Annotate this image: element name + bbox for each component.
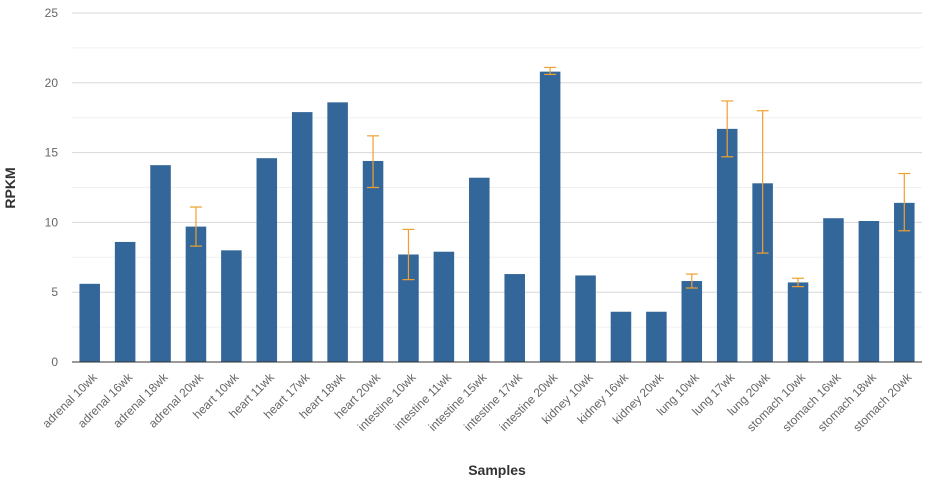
y-tick-label: 5 bbox=[51, 285, 58, 299]
error-bar bbox=[756, 110, 769, 254]
y-tick-label: 10 bbox=[45, 215, 59, 229]
bar[interactable] bbox=[150, 165, 171, 362]
bar[interactable] bbox=[469, 177, 490, 362]
x-axis-title: Samples bbox=[468, 462, 526, 478]
bar[interactable] bbox=[823, 218, 844, 362]
error-bars bbox=[189, 66, 911, 289]
bar[interactable] bbox=[787, 282, 809, 362]
y-axis-title: RPKM bbox=[2, 167, 18, 208]
bar[interactable] bbox=[362, 160, 384, 362]
error-bar bbox=[402, 228, 415, 281]
bar[interactable] bbox=[221, 250, 242, 362]
bar[interactable] bbox=[610, 311, 632, 362]
gridlines bbox=[72, 12, 922, 328]
y-axis-ticks: 0 5 10 15 20 25 bbox=[45, 6, 59, 369]
bar[interactable] bbox=[539, 71, 561, 363]
bar[interactable] bbox=[858, 221, 880, 362]
bar[interactable] bbox=[504, 274, 525, 362]
y-tick-label: 20 bbox=[45, 76, 59, 90]
error-bar bbox=[544, 66, 557, 76]
bar[interactable] bbox=[894, 202, 915, 362]
y-tick-label: 0 bbox=[51, 355, 58, 369]
bar[interactable] bbox=[291, 112, 313, 362]
bar[interactable] bbox=[433, 251, 455, 362]
y-tick-label: 15 bbox=[45, 146, 59, 160]
error-bar bbox=[792, 277, 805, 288]
bar[interactable] bbox=[398, 254, 419, 362]
y-tick-label: 25 bbox=[45, 6, 59, 20]
bar[interactable] bbox=[752, 183, 773, 362]
error-bar bbox=[685, 273, 698, 289]
bar[interactable] bbox=[681, 281, 703, 362]
bar[interactable] bbox=[185, 226, 207, 362]
error-bar bbox=[898, 172, 911, 232]
bars bbox=[79, 71, 915, 363]
error-bar bbox=[721, 100, 734, 158]
bar[interactable] bbox=[575, 275, 596, 362]
bar[interactable] bbox=[327, 102, 348, 363]
bar[interactable] bbox=[646, 311, 667, 362]
bar[interactable] bbox=[716, 128, 738, 362]
error-bar bbox=[189, 206, 202, 247]
bar[interactable] bbox=[114, 241, 136, 362]
bar[interactable] bbox=[79, 283, 100, 362]
error-bar bbox=[367, 135, 380, 189]
bar[interactable] bbox=[256, 158, 278, 362]
